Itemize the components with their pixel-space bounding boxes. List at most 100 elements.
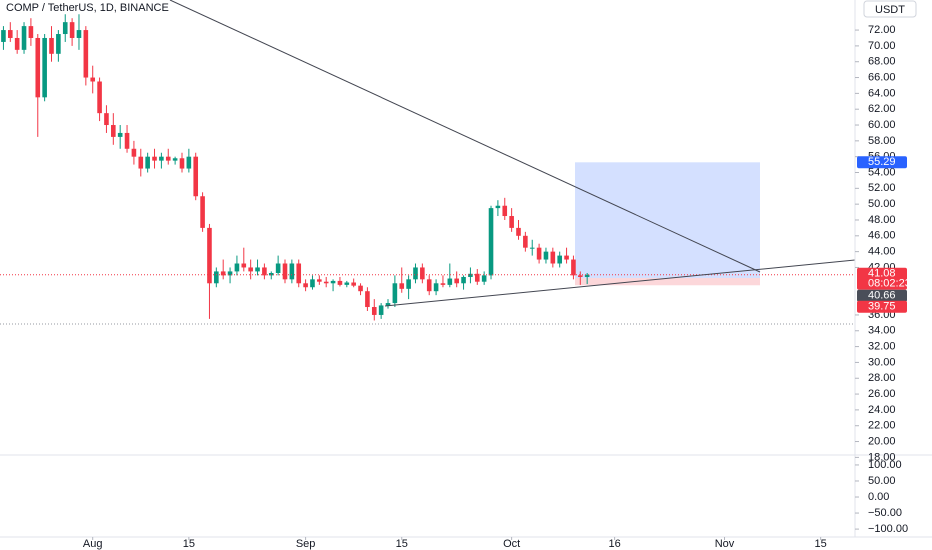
last-price-label-box <box>857 267 907 290</box>
indicator-tick-label: 0.00 <box>868 491 889 503</box>
candle-body <box>426 279 432 292</box>
target-zone <box>575 162 760 279</box>
y-tick-label: 62.00 <box>868 103 896 115</box>
y-tick-label: 50.00 <box>868 198 896 210</box>
candle-body <box>337 280 343 285</box>
candle-body <box>481 275 487 282</box>
candle-body <box>564 255 569 260</box>
candle-body <box>145 156 150 169</box>
candle-body <box>323 281 329 284</box>
candle-body <box>351 282 356 286</box>
candle-body <box>124 132 130 149</box>
candle-body <box>529 247 535 249</box>
currency-label[interactable]: USDT <box>875 4 905 16</box>
y-tick-label: 54.00 <box>868 166 896 178</box>
candle-body <box>76 30 82 38</box>
candle-body <box>392 283 398 304</box>
y-tick-label: 60.00 <box>868 119 896 131</box>
x-tick-label: Nov <box>715 538 735 550</box>
candle-body <box>330 280 336 284</box>
y-tick-label: 28.00 <box>868 372 896 384</box>
candle-body <box>172 158 178 161</box>
candle-body <box>523 235 528 248</box>
candle-body <box>584 274 590 277</box>
y-tick-label: 48.00 <box>868 214 896 226</box>
indicator-tick-label: −100.00 <box>868 523 908 535</box>
candle-body <box>509 216 514 228</box>
candle-body <box>550 251 556 264</box>
candle-body <box>399 283 405 289</box>
currency-button[interactable] <box>863 0 917 18</box>
candle-body <box>21 26 27 50</box>
axes: 72.00 70.00 68.00 66.00 64.00 62.00 60.00 58.00… <box>83 24 908 550</box>
candle-body <box>571 259 576 276</box>
candle-body <box>69 22 75 38</box>
candle-body <box>200 196 205 228</box>
y-tick-label: 22.00 <box>868 420 896 432</box>
candle-body <box>8 30 13 38</box>
candle-body <box>268 273 274 276</box>
candle-body <box>371 307 377 315</box>
y-tick-label: 24.00 <box>868 404 896 416</box>
y-tick-label: 32.00 <box>868 340 896 352</box>
candle-body <box>234 263 240 272</box>
candle-body <box>138 156 144 169</box>
candle-body <box>248 267 253 272</box>
y-tick-label: 58.00 <box>868 135 896 147</box>
candle-body <box>378 305 384 315</box>
indicator-tick-label: 50.00 <box>868 475 896 487</box>
entry-label: 40.66 <box>868 290 896 302</box>
candle-body <box>255 267 260 272</box>
candle-body <box>165 156 171 161</box>
y-tick-label: 46.00 <box>868 230 896 242</box>
candles <box>0 14 855 321</box>
candle-body <box>56 34 61 54</box>
x-tick-label: Aug <box>83 538 103 550</box>
candle-body <box>454 278 459 284</box>
candle-body <box>557 255 562 264</box>
candle-body <box>420 267 425 280</box>
candle-body <box>578 275 583 277</box>
candle-body <box>131 148 137 157</box>
candle-body <box>385 303 391 306</box>
indicator-tick-label: −50.00 <box>868 507 902 519</box>
trend-line[interactable] <box>384 259 856 307</box>
y-tick-label: 26.00 <box>868 388 896 400</box>
y-tick-label: 70.00 <box>868 40 896 52</box>
candle-body <box>14 37 20 50</box>
candle-body <box>220 271 226 276</box>
candle-body <box>42 37 47 98</box>
candle-body <box>152 156 157 161</box>
position-tool[interactable] <box>575 162 760 286</box>
candle-body <box>227 271 233 276</box>
trend-line[interactable] <box>169 0 761 273</box>
x-tick-label: 15 <box>396 538 408 550</box>
y-tick-label: 72.00 <box>868 24 896 36</box>
candle-body <box>543 251 549 260</box>
candle-body <box>241 263 247 268</box>
candle-body <box>35 37 41 98</box>
y-tick-label: 18.00 <box>868 451 896 463</box>
countdown: 08:02:23 <box>868 278 911 290</box>
y-tick-label: 66.00 <box>868 71 896 83</box>
y-tick-label: 34.00 <box>868 325 896 337</box>
chart-title: COMP / TetherUS, 1D, BINANCE <box>6 2 169 14</box>
x-tick-label: 15 <box>815 538 827 550</box>
stop-label-box <box>857 300 907 313</box>
candle-body <box>1 30 6 42</box>
y-tick-label: 20.00 <box>868 435 896 447</box>
y-tick-label: 30.00 <box>868 356 896 368</box>
stop-label: 39.75 <box>868 301 896 313</box>
x-tick-label: 16 <box>609 538 621 550</box>
candle-body <box>488 208 494 276</box>
candle-body <box>536 247 542 260</box>
candle-body <box>90 77 96 82</box>
candle-body <box>104 113 109 126</box>
target-label-box <box>857 156 907 169</box>
y-tick-label: 68.00 <box>868 56 896 68</box>
candle-body <box>28 26 34 38</box>
indicator-tick-label: 100.00 <box>868 459 902 471</box>
x-tick-label: Oct <box>503 538 520 550</box>
candle-body <box>296 263 302 284</box>
candle-body <box>461 276 466 284</box>
